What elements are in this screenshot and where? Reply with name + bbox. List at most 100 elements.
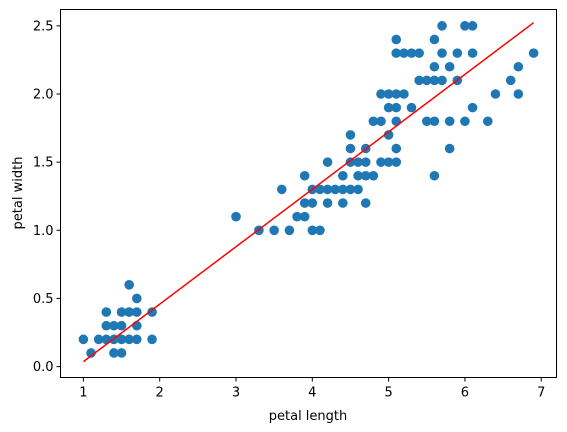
data-point — [338, 198, 348, 208]
data-point — [513, 61, 524, 72]
data-point — [467, 21, 478, 31]
data-point — [513, 89, 524, 99]
data-point — [147, 307, 157, 317]
x-axis-ticks: 1 2 3 4 5 6 7 — [79, 377, 545, 401]
data-point — [391, 34, 402, 45]
data-point — [322, 184, 333, 195]
data-point — [391, 89, 402, 99]
data-point — [452, 48, 463, 58]
data-point — [345, 130, 356, 140]
data-point — [353, 184, 363, 195]
data-point — [307, 198, 318, 208]
data-point — [383, 157, 394, 167]
data-point — [406, 48, 417, 58]
data-point — [231, 211, 241, 222]
data-point — [368, 116, 379, 127]
x-tick-label: 1 — [79, 386, 87, 401]
x-tick-label: 5 — [384, 386, 392, 401]
data-point — [437, 75, 447, 86]
data-point — [376, 157, 386, 167]
data-point — [124, 307, 134, 317]
x-tick-label: 7 — [537, 386, 545, 401]
y-tick-label: 2.5 — [33, 19, 54, 34]
data-point — [299, 170, 310, 181]
data-point — [101, 320, 112, 331]
data-point — [132, 293, 142, 304]
data-point — [116, 348, 127, 358]
data-point — [109, 348, 119, 358]
data-point — [86, 348, 96, 358]
data-point — [338, 170, 348, 181]
data-point — [421, 75, 432, 86]
regression-line-layer — [82, 22, 535, 363]
data-point — [406, 102, 417, 113]
data-point — [444, 61, 455, 72]
data-point — [437, 21, 447, 31]
data-point — [383, 130, 394, 140]
y-tick-label: 2.0 — [33, 88, 54, 103]
y-tick-label: 0.0 — [33, 360, 54, 375]
data-point — [376, 89, 386, 99]
data-point — [124, 334, 134, 345]
data-point — [414, 48, 424, 58]
data-point — [292, 211, 302, 222]
data-point — [483, 116, 493, 127]
data-point — [330, 184, 341, 195]
x-axis-label: petal length — [269, 409, 348, 424]
x-tick-label: 4 — [308, 386, 316, 401]
data-point — [391, 143, 402, 154]
data-point — [345, 157, 356, 167]
data-point — [444, 143, 455, 154]
data-point — [132, 334, 142, 345]
y-tick-label: 1.5 — [33, 156, 54, 171]
data-point — [132, 307, 142, 317]
data-point — [399, 89, 409, 99]
data-point — [399, 48, 409, 58]
data-point — [391, 157, 402, 167]
data-point — [414, 75, 424, 86]
data-point — [429, 75, 440, 86]
data-point — [338, 184, 348, 195]
data-point — [391, 48, 402, 58]
data-point — [383, 102, 394, 113]
y-axis-label: petal width — [11, 157, 26, 230]
data-point — [93, 334, 104, 345]
data-point — [360, 170, 371, 181]
data-point — [322, 198, 333, 208]
data-point — [147, 334, 157, 345]
data-point — [360, 198, 371, 208]
data-point — [276, 184, 287, 195]
data-point — [421, 116, 432, 127]
data-point — [368, 170, 379, 181]
data-point — [505, 75, 516, 86]
data-point — [429, 116, 440, 127]
x-tick-label: 6 — [461, 386, 469, 401]
data-point — [437, 48, 447, 58]
data-point — [376, 116, 386, 127]
x-tick-label: 2 — [156, 386, 164, 401]
data-point — [353, 157, 363, 167]
data-point — [124, 280, 134, 290]
data-point — [78, 334, 89, 345]
data-point — [429, 34, 440, 45]
data-point — [490, 89, 501, 99]
data-point — [429, 170, 440, 181]
plot-frame — [60, 9, 557, 378]
data-point — [132, 320, 142, 331]
data-point — [315, 184, 325, 195]
data-point — [391, 116, 402, 127]
data-point — [299, 198, 310, 208]
data-point — [467, 102, 478, 113]
data-point — [307, 225, 318, 236]
data-point — [391, 102, 402, 113]
data-point — [322, 157, 333, 167]
data-point — [116, 320, 127, 331]
data-point — [429, 61, 440, 72]
data-point — [345, 143, 356, 154]
data-point — [467, 48, 478, 58]
regression-line — [82, 22, 535, 363]
data-point — [284, 225, 295, 236]
data-point — [444, 116, 455, 127]
data-point — [315, 225, 325, 236]
